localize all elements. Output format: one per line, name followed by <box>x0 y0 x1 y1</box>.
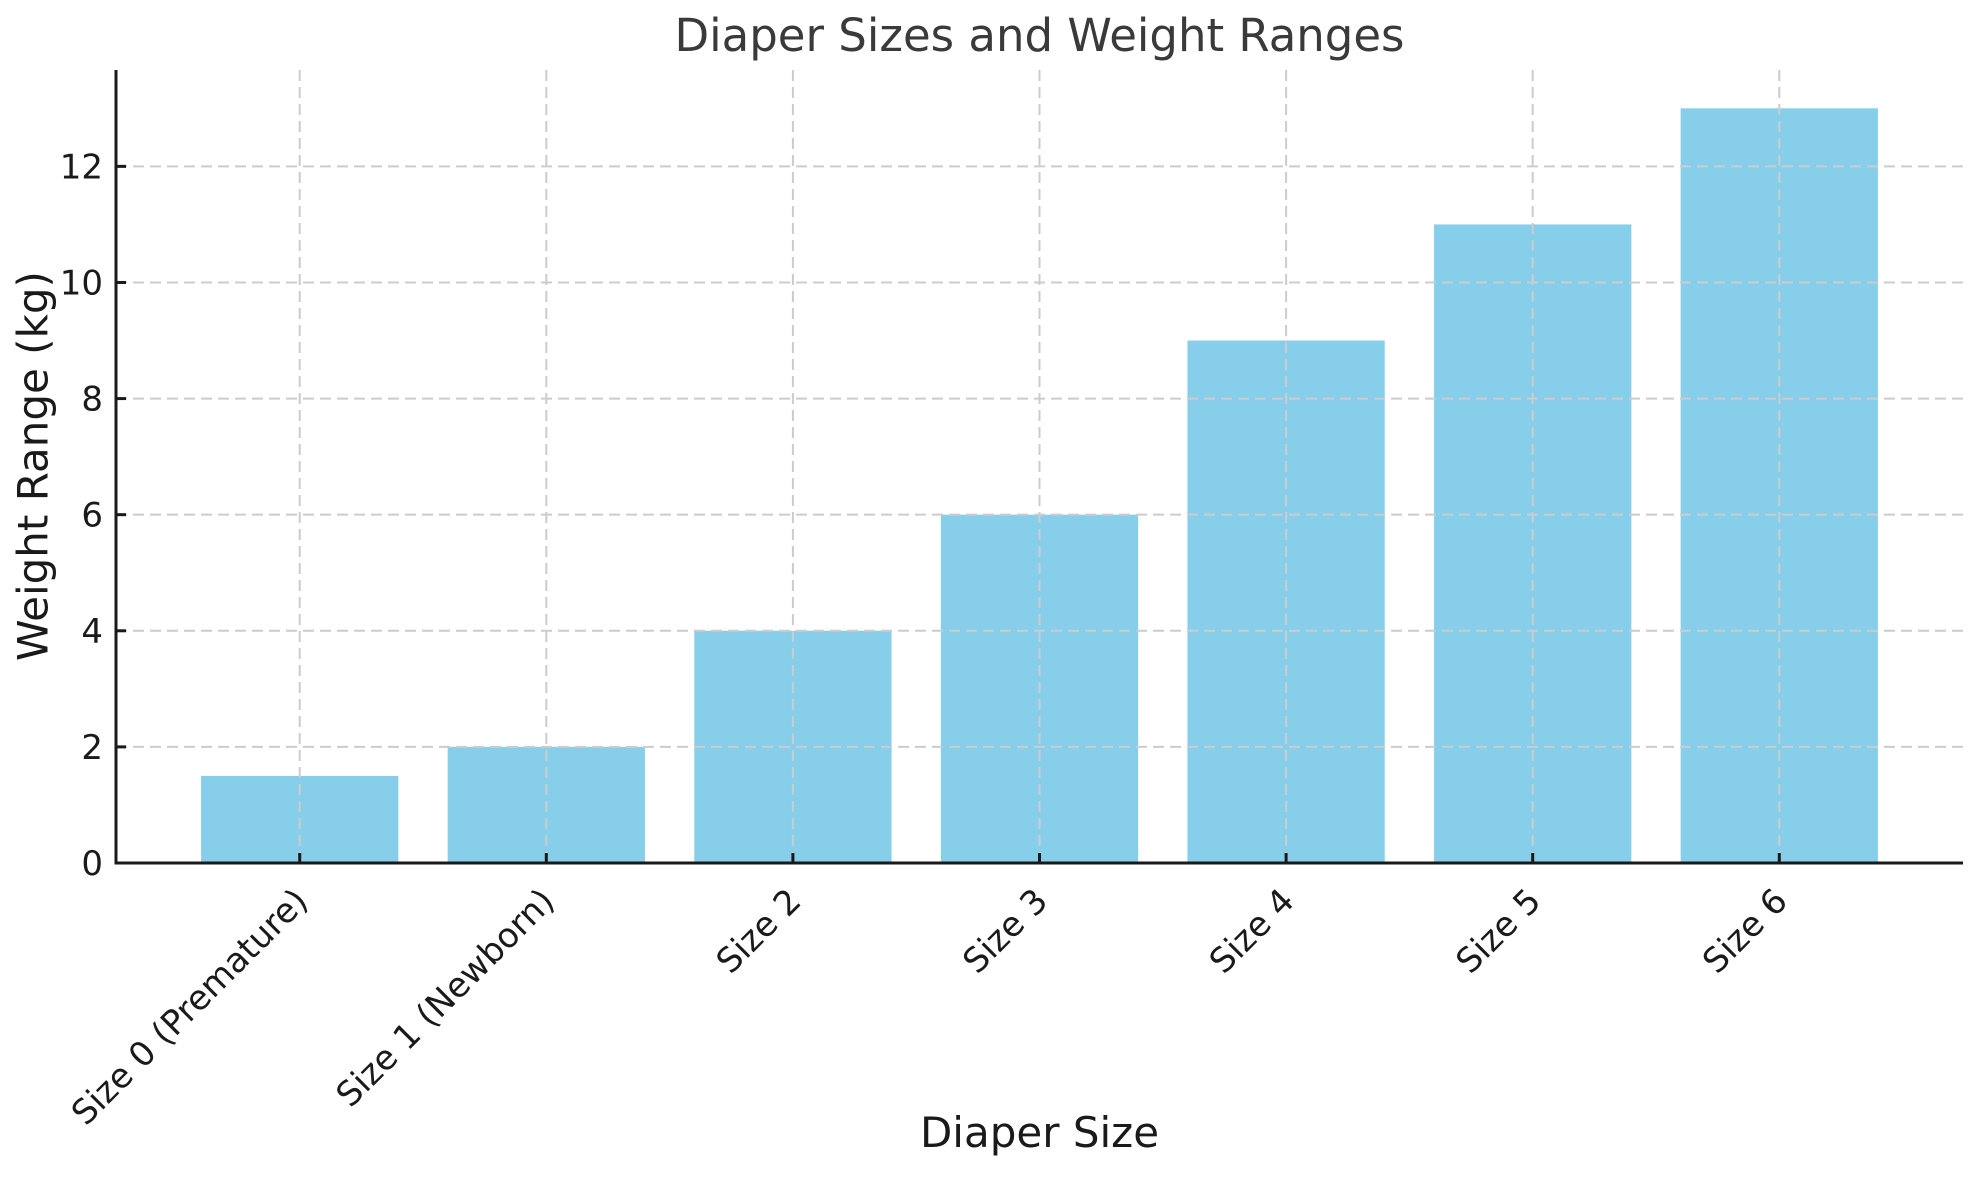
ticks-group <box>116 164 1781 865</box>
y-tick-label: 6 <box>81 496 103 536</box>
gridlines-group <box>116 70 1963 863</box>
x-tick-label: Size 0 (Premature) <box>64 881 316 1133</box>
x-tick-label: Size 1 (Newborn) <box>329 881 563 1115</box>
y-tick-label: 12 <box>60 147 103 187</box>
x-axis-label: Diaper Size <box>919 1108 1160 1157</box>
y-tick-label: 4 <box>81 612 103 652</box>
y-axis-label: Weight Range (kg) <box>8 271 58 661</box>
x-tick-label: Size 6 <box>1695 881 1796 982</box>
chart-title: Diaper Sizes and Weight Ranges <box>674 9 1405 62</box>
y-tick-labels-group: 0 2 4 6 8 10 12 <box>60 147 103 884</box>
y-tick-label: 0 <box>81 844 103 884</box>
y-tick-label: 2 <box>81 728 103 768</box>
x-tick-label: Size 5 <box>1448 881 1549 982</box>
y-tick-label: 10 <box>60 263 103 303</box>
y-tick-label: 8 <box>81 380 103 420</box>
x-tick-label: Size 3 <box>955 881 1056 982</box>
x-tick-labels-group: Size 0 (Premature) Size 1 (Newborn) Size 2… <box>64 881 1796 1133</box>
x-tick-label: Size 2 <box>709 881 810 982</box>
x-tick-label: Size 4 <box>1202 881 1303 982</box>
